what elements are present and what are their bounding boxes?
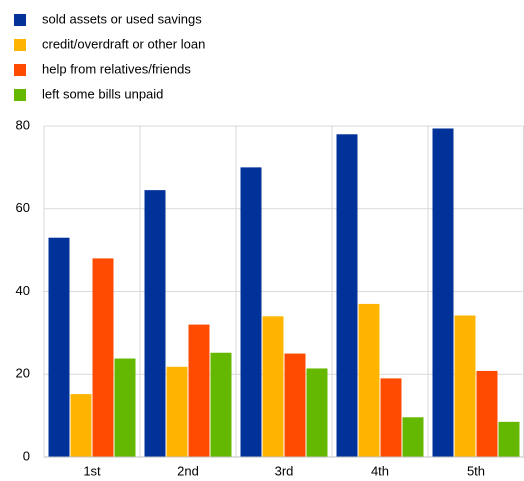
bar	[454, 315, 476, 457]
bar	[188, 324, 210, 457]
bar	[262, 316, 284, 457]
y-tick-label: 0	[23, 448, 30, 463]
legend-swatch	[14, 89, 26, 101]
bar	[358, 303, 380, 457]
bar	[380, 378, 402, 457]
bar	[336, 134, 358, 457]
y-tick-label: 20	[16, 366, 30, 381]
bar	[432, 128, 454, 458]
x-tick-label: 3rd	[275, 463, 294, 478]
x-tick-label: 4th	[371, 463, 389, 478]
bar	[70, 394, 92, 457]
bar	[498, 421, 520, 457]
x-tick-label: 1st	[83, 463, 101, 478]
bar	[92, 258, 114, 457]
bar	[166, 366, 188, 457]
bar	[210, 352, 232, 457]
bar	[306, 368, 328, 457]
y-tick-label: 40	[16, 283, 30, 298]
y-tick-label: 80	[16, 117, 30, 132]
bar	[284, 353, 306, 457]
bar	[476, 370, 498, 457]
legend-swatch	[14, 64, 26, 76]
bar	[114, 358, 136, 457]
bar	[402, 417, 424, 457]
legend-label: left some bills unpaid	[42, 86, 163, 101]
bar	[240, 167, 262, 457]
legend-label: help from relatives/friends	[42, 61, 191, 76]
y-tick-label: 60	[16, 200, 30, 215]
x-tick-label: 5th	[467, 463, 485, 478]
legend-swatch	[14, 14, 26, 26]
legend-label: sold assets or used savings	[42, 11, 202, 26]
legend-swatch	[14, 39, 26, 51]
legend-label: credit/overdraft or other loan	[42, 36, 205, 51]
x-tick-label: 2nd	[177, 463, 199, 478]
bar	[48, 237, 70, 457]
bar	[144, 190, 166, 457]
